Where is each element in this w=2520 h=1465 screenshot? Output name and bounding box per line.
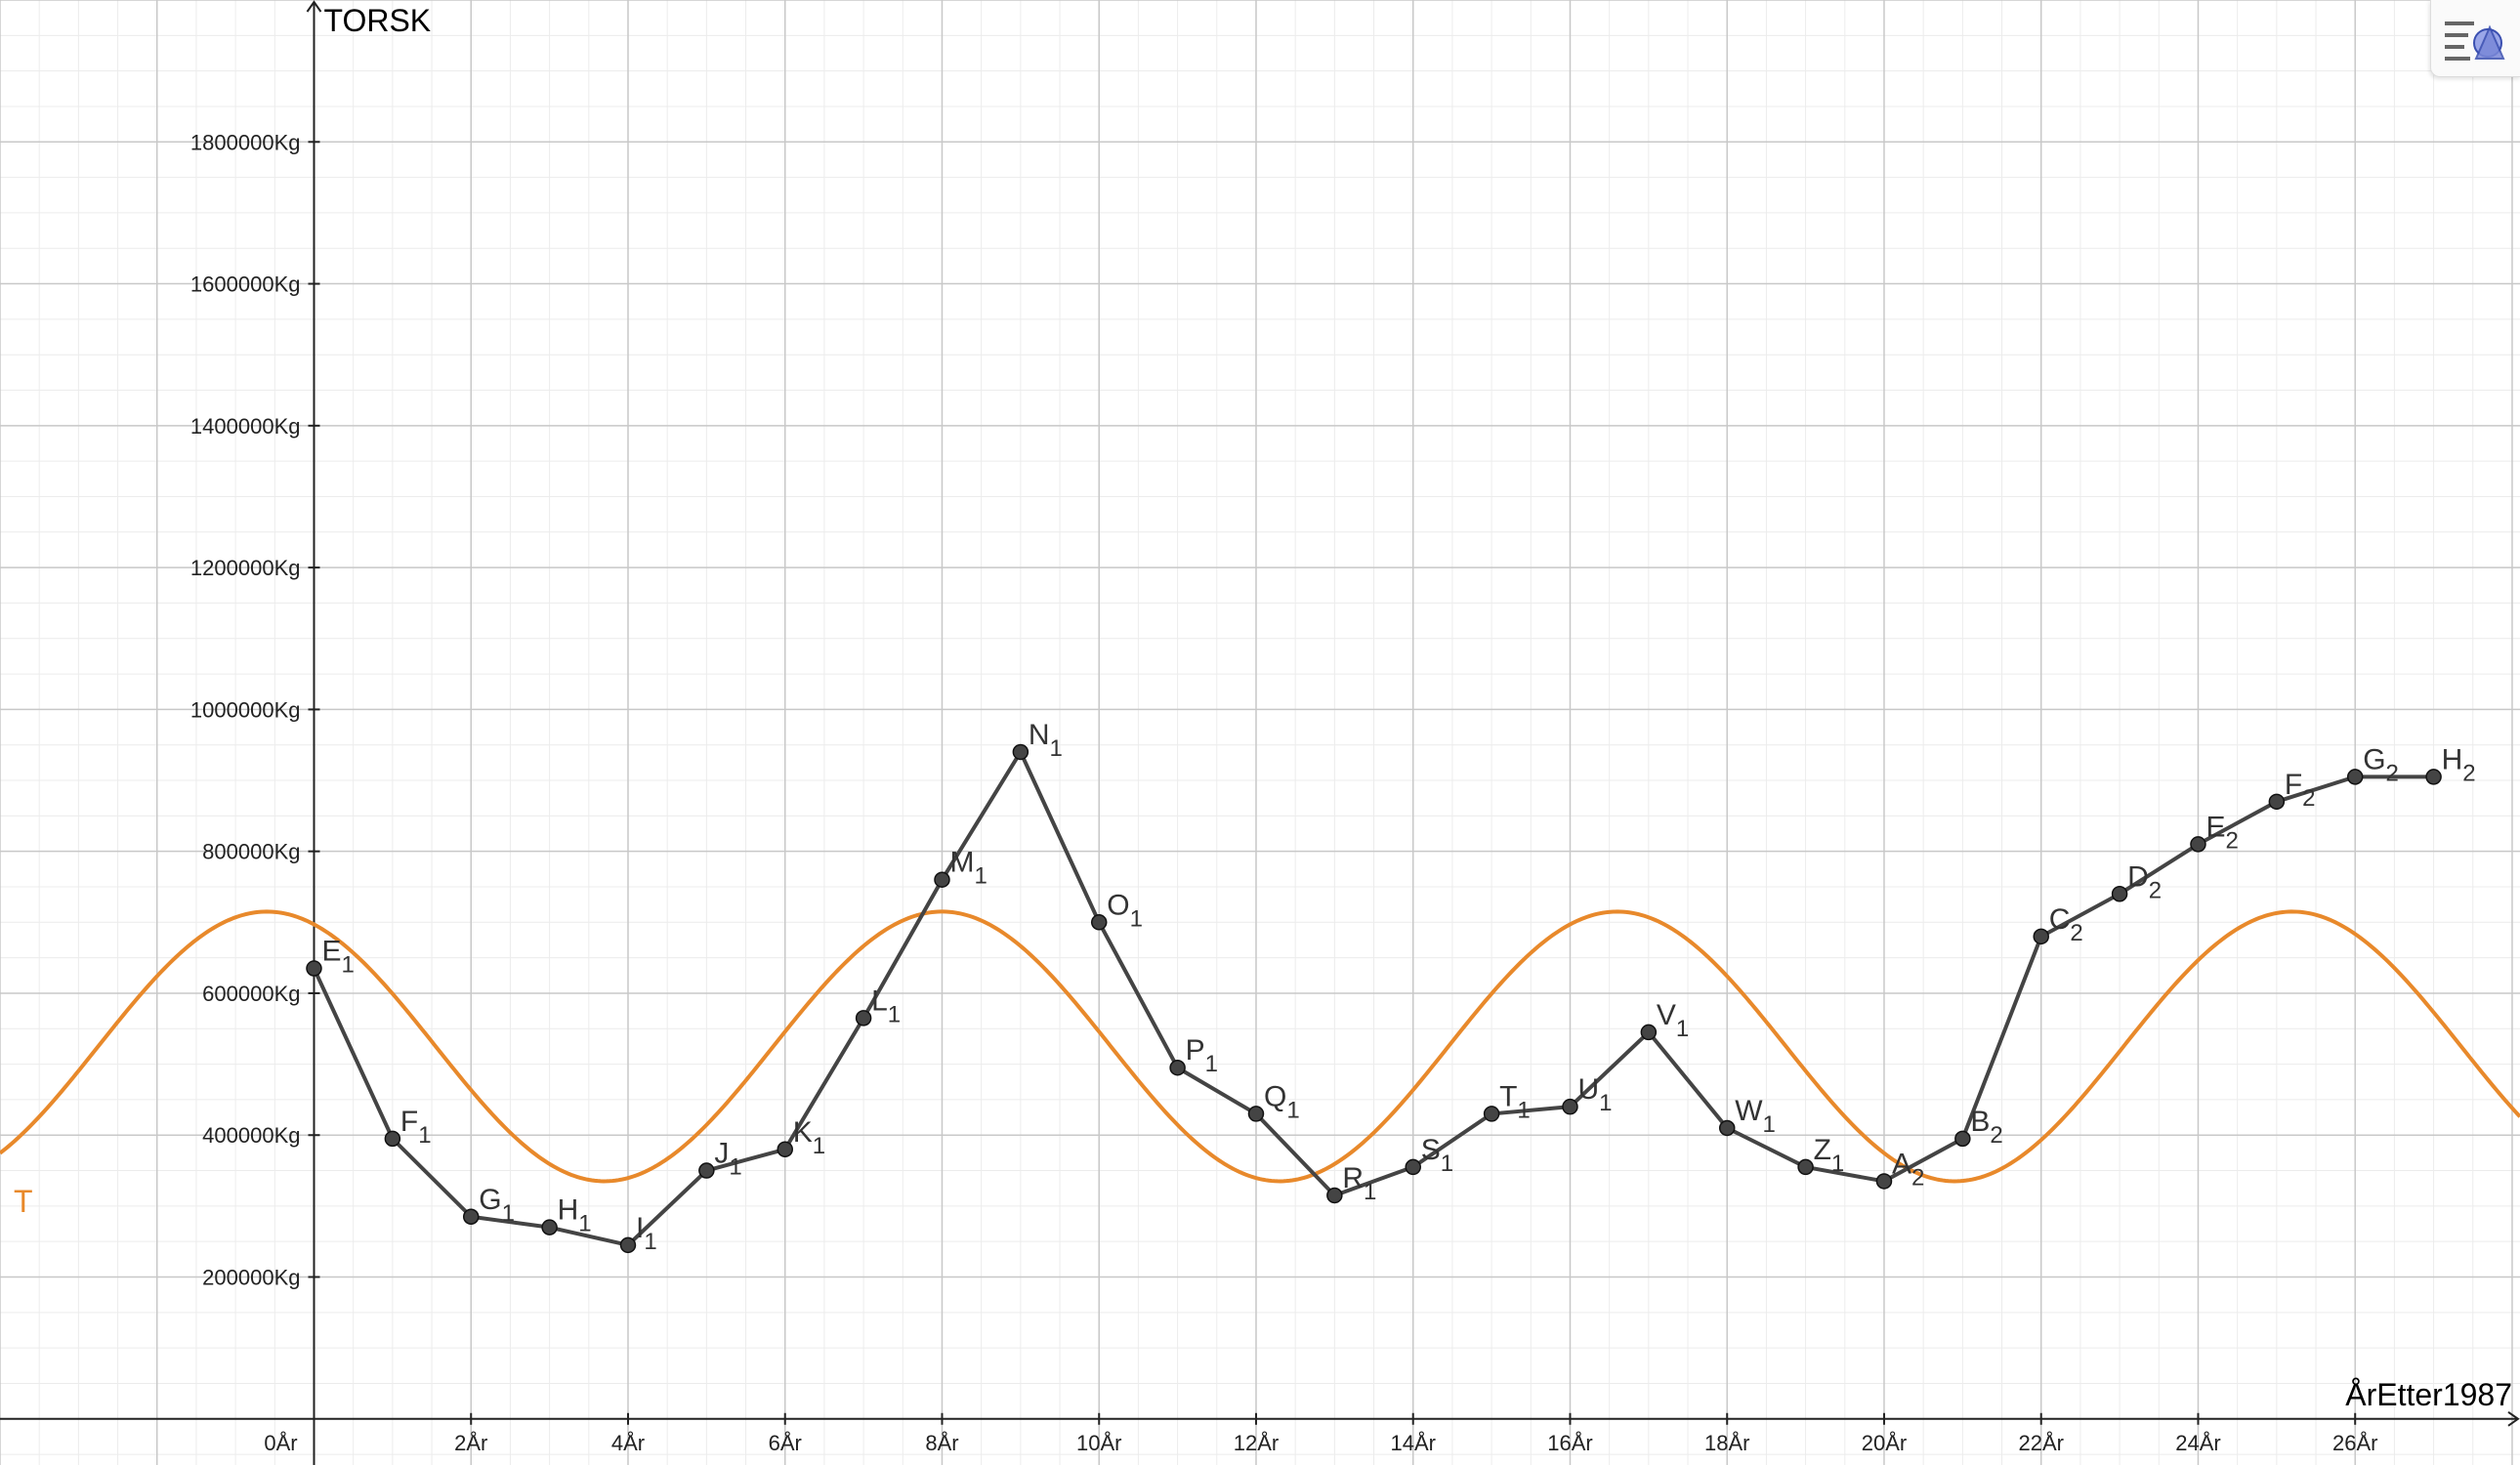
data-point-G2[interactable] (2346, 769, 2364, 785)
y-tick-label: 800000Kg (202, 840, 300, 864)
data-point-W1[interactable] (1718, 1119, 1736, 1137)
x-axis-title: ÅrEtter1987 (2345, 1377, 2512, 1412)
data-point-H2[interactable] (2425, 769, 2442, 785)
point-label-H1: H1 (558, 1194, 592, 1237)
function-curve-T[interactable] (0, 909, 2520, 1184)
data-point-Z1[interactable] (1797, 1158, 1814, 1176)
x-tick-label: 4År (611, 1431, 645, 1455)
point-label-O1: O1 (1107, 889, 1143, 932)
y-tick-label: 600000Kg (202, 982, 300, 1006)
x-tick-label: 26År (2332, 1431, 2377, 1455)
data-point-B2[interactable] (1954, 1130, 1971, 1148)
style-bar-toggle-button[interactable] (2430, 0, 2520, 77)
point-label-W1: W1 (1735, 1095, 1776, 1138)
point-label-D2: D2 (2127, 860, 2162, 903)
data-point-O1[interactable] (1090, 914, 1108, 931)
function-curve-group[interactable] (0, 909, 2520, 1184)
data-point-I1[interactable] (619, 1236, 637, 1254)
x-tick-label: 6År (769, 1431, 802, 1455)
y-axis-arrow (306, 0, 322, 13)
data-point-F2[interactable] (2268, 793, 2286, 811)
data-point-V1[interactable] (1640, 1024, 1658, 1041)
data-point-G1[interactable] (462, 1208, 480, 1226)
point-label-T1: T1 (1499, 1080, 1531, 1123)
y-tick-label: 400000Kg (202, 1123, 300, 1148)
data-point-F1[interactable] (384, 1130, 401, 1148)
point-label-V1: V1 (1657, 999, 1689, 1042)
data-point-A2[interactable] (1875, 1173, 1893, 1190)
y-tick-label: 200000Kg (202, 1266, 300, 1290)
point-label-A2: A2 (1892, 1148, 1924, 1191)
data-point-J1[interactable] (698, 1162, 715, 1179)
x-axis-arrow (2507, 1410, 2520, 1427)
data-point-E1[interactable] (306, 960, 322, 977)
data-point-U1[interactable] (1562, 1098, 1578, 1115)
data-point-L1[interactable] (855, 1010, 872, 1026)
data-point-S1[interactable] (1405, 1158, 1421, 1176)
point-label-F2: F2 (2285, 769, 2316, 812)
data-point-H1[interactable] (541, 1219, 558, 1235)
x-tick-label: 24År (2175, 1431, 2220, 1455)
point-labels: E1 F1 G1 H1 I1 J1 K1 L1 M1 N1 O1 P1 Q1 R1 S1 T1 U1 V1 W1 Z1… (321, 719, 2475, 1255)
point-label-K1: K1 (793, 1116, 825, 1159)
x-tick-label: 16År (1547, 1431, 1592, 1455)
data-point-T1[interactable] (1483, 1106, 1500, 1122)
x-tick-label: 8År (925, 1431, 958, 1455)
y-tick-label: 1200000Kg (190, 556, 301, 580)
point-label-H2: H2 (2442, 743, 2476, 786)
data-point-N1[interactable] (1012, 743, 1029, 761)
data-point-D2[interactable] (2111, 886, 2128, 902)
point-label-F1: F1 (400, 1106, 432, 1149)
graphics-style-icon (2445, 21, 2505, 61)
x-tick-label: 14År (1390, 1431, 1435, 1455)
point-label-J1: J1 (714, 1138, 741, 1181)
data-point-Q1[interactable] (1247, 1106, 1265, 1122)
point-label-U1: U1 (1577, 1073, 1612, 1116)
y-tick-labels: 200000Kg 400000Kg 600000Kg 800000Kg 1000000K… (190, 130, 320, 1290)
y-tick-label: 1600000Kg (190, 272, 301, 297)
point-label-B2: B2 (1970, 1106, 2002, 1149)
function-label: T (14, 1184, 33, 1219)
x-tick-label: 2År (454, 1431, 487, 1455)
y-tick-label: 1400000Kg (190, 414, 301, 439)
point-label-Q1: Q1 (1264, 1080, 1300, 1123)
data-series-group[interactable] (306, 743, 2442, 1254)
point-label-N1: N1 (1029, 719, 1063, 762)
point-label-S1: S1 (1421, 1134, 1453, 1177)
data-point-P1[interactable] (1169, 1059, 1186, 1076)
point-label-R1: R1 (1342, 1162, 1376, 1205)
point-label-E2: E2 (2205, 811, 2238, 854)
point-label-M1: M1 (949, 847, 987, 890)
point-label-P1: P1 (1186, 1034, 1218, 1077)
x-tick-label: 20År (1862, 1431, 1907, 1455)
x-tick-label: 22År (2018, 1431, 2063, 1455)
data-point-E2[interactable] (2190, 836, 2206, 853)
data-point-C2[interactable] (2033, 928, 2049, 945)
data-point-K1[interactable] (777, 1141, 793, 1158)
data-polyline[interactable] (312, 749, 2434, 1247)
point-label-C2: C2 (2049, 903, 2083, 946)
point-label-Z1: Z1 (1814, 1134, 1845, 1177)
point-label-G1: G1 (479, 1184, 515, 1227)
x-tick-label: 0År (264, 1431, 297, 1455)
y-tick-label: 1000000Kg (190, 697, 301, 722)
x-tick-labels: 0År 2År 4År 6År 8År 10År 12År 14År 16År 18År 20År 2… (264, 1412, 2377, 1455)
data-point-R1[interactable] (1326, 1187, 1343, 1204)
y-axis-title: TORSK (323, 3, 431, 38)
x-tick-label: 18År (1704, 1431, 1749, 1455)
x-tick-label: 10År (1076, 1431, 1121, 1455)
data-point-M1[interactable] (934, 871, 950, 888)
point-label-G2: G2 (2363, 743, 2399, 786)
point-label-L1: L1 (871, 984, 901, 1027)
y-tick-label: 1800000Kg (190, 130, 301, 154)
x-tick-label: 12År (1234, 1431, 1279, 1455)
point-label-I1: I1 (636, 1212, 657, 1255)
point-label-E1: E1 (321, 936, 354, 979)
